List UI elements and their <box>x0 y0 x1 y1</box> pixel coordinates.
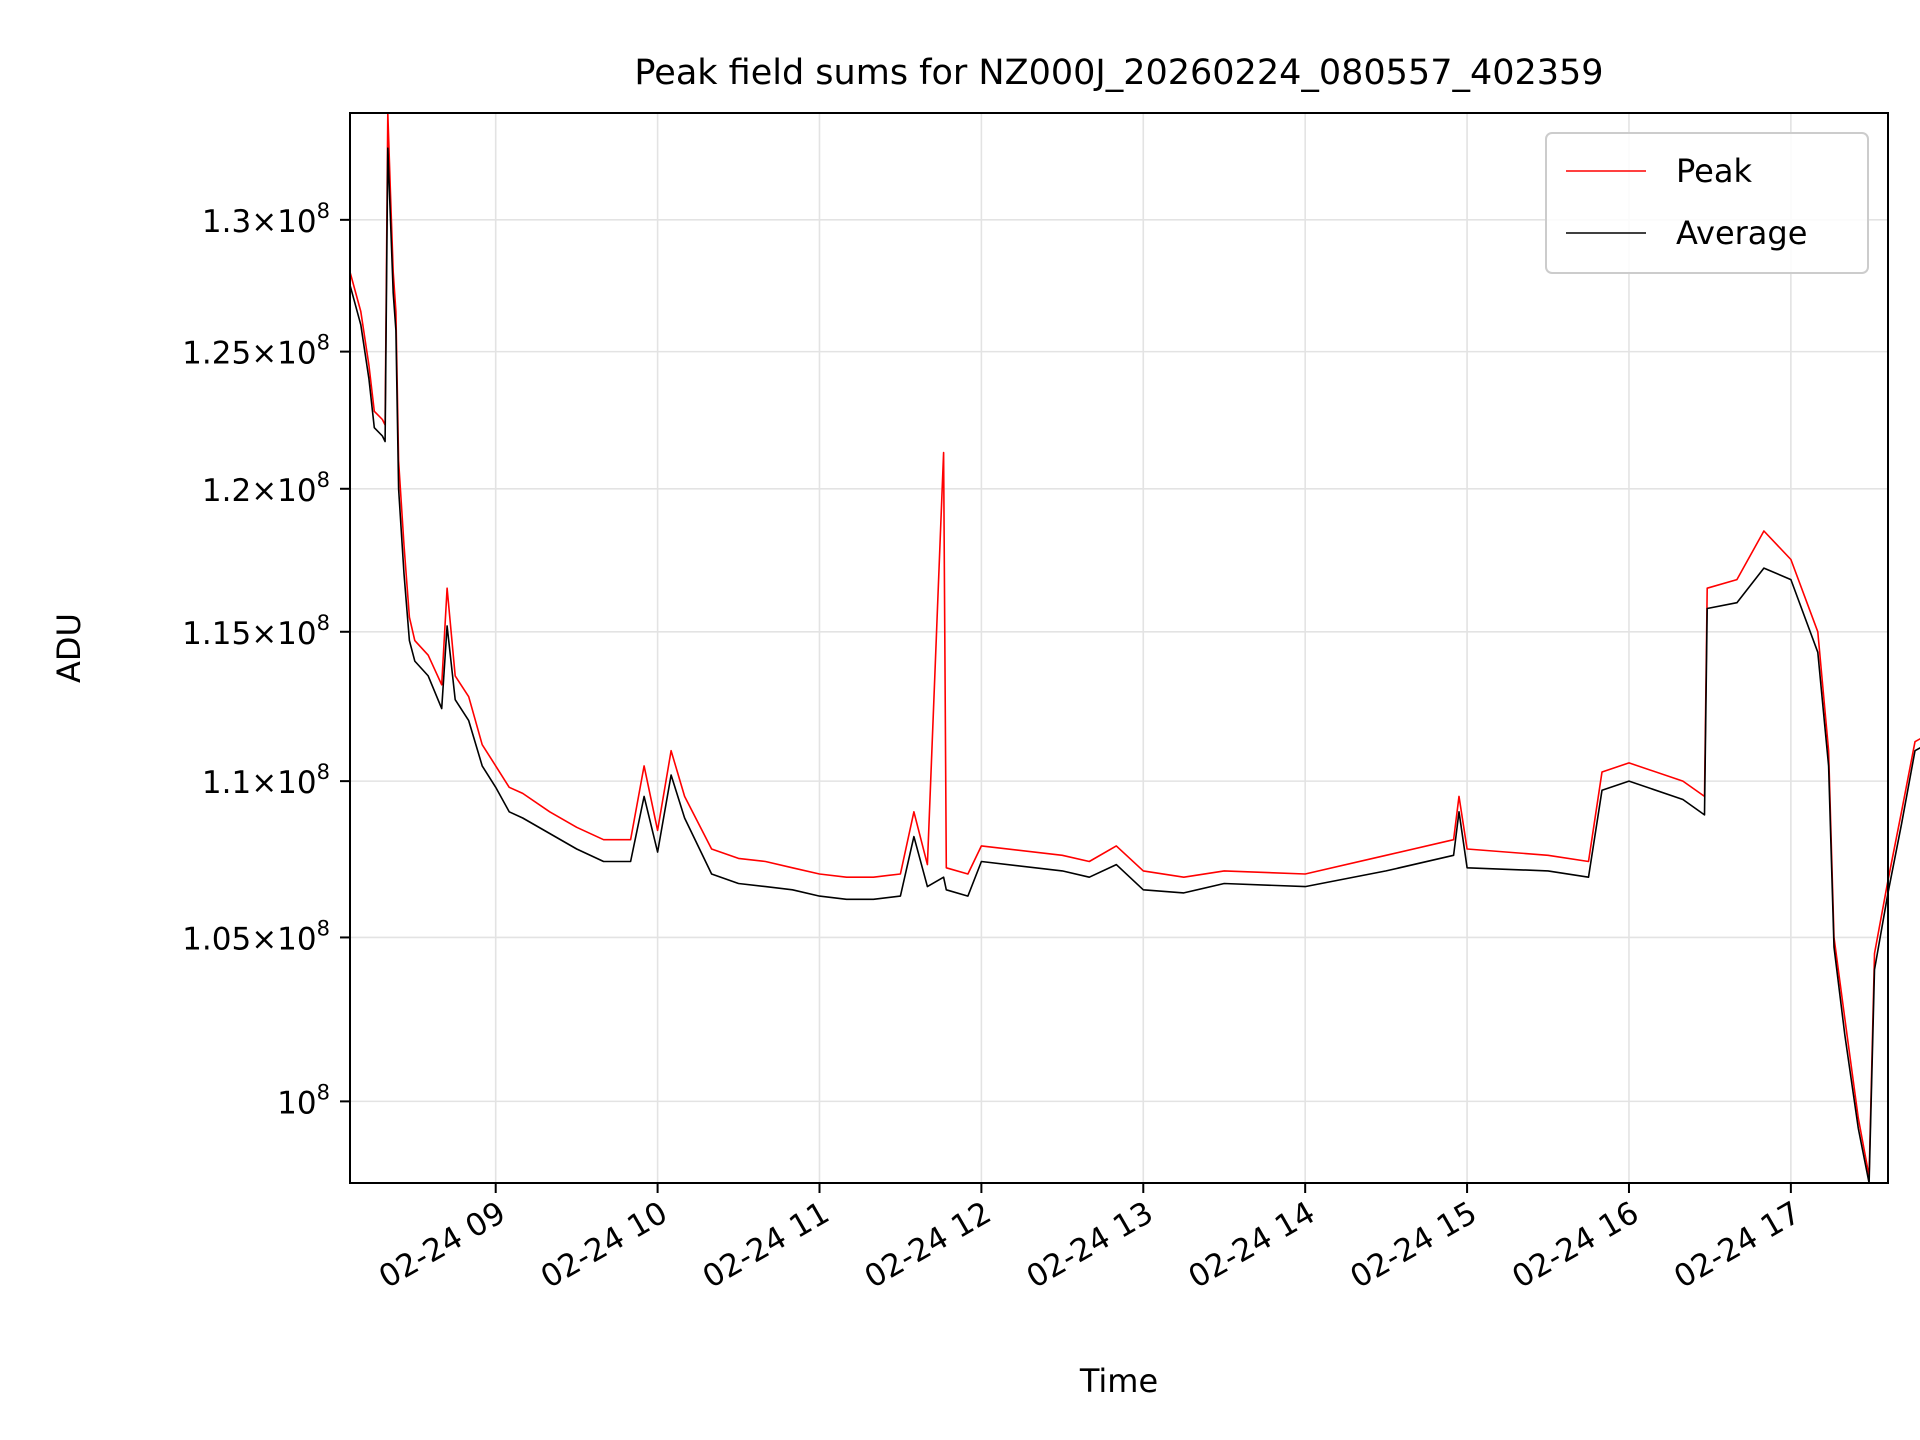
plot-frame <box>349 112 1889 1184</box>
y-tick-mantissa: 1.2×10 <box>202 473 317 509</box>
y-tick-exponent: 8 <box>317 199 330 223</box>
y-tick-mantissa: 1.15×10 <box>182 616 316 652</box>
series-line-peak <box>349 112 1920 1177</box>
y-tick-exponent: 8 <box>317 468 330 492</box>
x-axis-label: Time <box>1079 1362 1158 1400</box>
legend-label-peak: Peak <box>1676 152 1752 190</box>
y-tick-exponent: 8 <box>317 760 330 784</box>
y-tick-exponent: 8 <box>317 916 330 940</box>
series-line-average <box>349 147 1920 1184</box>
y-tick-exponent: 8 <box>317 1080 330 1104</box>
y-tick-label: 1.25×108 <box>182 331 330 372</box>
plot-series <box>349 112 1920 1184</box>
legend: Peak Average <box>1545 132 1869 274</box>
chart-title: Peak field sums for NZ000J_20260224_0805… <box>634 53 1603 93</box>
y-tick-mantissa: 10 <box>277 1085 316 1121</box>
grid <box>350 113 1888 1183</box>
y-tick-label: 1.15×108 <box>182 611 330 652</box>
y-axis-ticks: 1081.05×1081.1×1081.15×1081.2×1081.25×10… <box>182 199 350 1121</box>
y-tick-label: 1.1×108 <box>202 760 330 801</box>
y-tick-label: 1.3×108 <box>202 199 330 240</box>
y-tick-exponent: 8 <box>317 611 330 635</box>
y-tick-label: 1.2×108 <box>202 468 330 509</box>
legend-label-average: Average <box>1676 214 1807 252</box>
y-tick-mantissa: 1.05×10 <box>182 921 316 957</box>
y-axis-label: ADU <box>50 613 88 683</box>
y-tick-mantissa: 1.25×10 <box>182 336 316 372</box>
y-tick-mantissa: 1.1×10 <box>202 765 317 801</box>
y-tick-mantissa: 1.3×10 <box>202 204 317 240</box>
y-tick-label: 1.05×108 <box>182 916 330 957</box>
y-tick-exponent: 8 <box>317 331 330 355</box>
legend-box <box>1545 132 1869 274</box>
y-tick-label: 108 <box>277 1080 330 1121</box>
